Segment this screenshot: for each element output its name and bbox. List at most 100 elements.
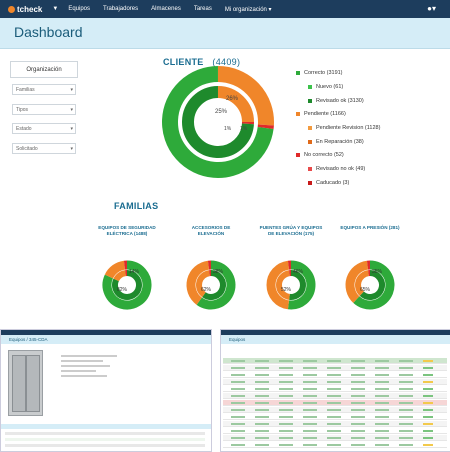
familia-outer-ring-segment — [271, 265, 288, 305]
familia-outer-ring-segment — [350, 265, 367, 299]
legend-subitem[interactable]: Revisado ok (3130) — [308, 98, 364, 104]
preview-cell — [279, 381, 293, 383]
preview-cell — [303, 423, 317, 425]
preview-cell — [231, 444, 245, 446]
preview-cell — [423, 409, 433, 411]
preview-cell — [279, 416, 293, 418]
preview-cell — [375, 430, 389, 432]
nav-item-almacenes[interactable]: Almacenes — [151, 6, 181, 13]
legend-subitem[interactable]: Pendiente Revision (1128) — [308, 125, 380, 131]
preview-cell — [327, 430, 341, 432]
preview-cell — [231, 374, 245, 376]
preview-cell — [255, 360, 269, 362]
preview-cell — [375, 437, 389, 439]
preview-cell — [327, 388, 341, 390]
familia-pct-other: 14% — [129, 269, 139, 275]
familia-outer-ring-segment — [109, 265, 125, 276]
familia-pct-main: 82% — [117, 287, 127, 293]
preview-cell — [255, 409, 269, 411]
nav-item-trabajadores[interactable]: Trabajadores — [103, 6, 138, 13]
preview-cell — [303, 437, 317, 439]
legend-item[interactable]: Pendiente (1166) — [296, 111, 346, 117]
legend-subitem[interactable]: En Reparación (38) — [308, 139, 364, 145]
nav-item-mi-organizacion[interactable]: Mi organización ▾ — [225, 6, 272, 13]
preview-cell — [399, 416, 413, 418]
preview-cell — [351, 374, 365, 376]
preview-table-row — [223, 407, 447, 413]
preview-screens: Equipos / 345-CDA Equipos — [0, 329, 450, 450]
preview-cell — [375, 402, 389, 404]
preview-cell — [327, 402, 341, 404]
familias-title: FAMILIAS — [114, 201, 158, 211]
client-donut-chart — [170, 74, 266, 170]
preview-cell — [351, 437, 365, 439]
familias-select[interactable]: Familias▾ — [12, 84, 76, 95]
preview-cell — [303, 381, 317, 383]
page-title: Dashboard — [14, 24, 83, 40]
preview-cell — [423, 423, 433, 425]
organizacion-button[interactable]: Organización — [10, 61, 78, 78]
preview-cell — [255, 388, 269, 390]
preview-cell — [423, 437, 433, 439]
legend-subitem[interactable]: Nuevo (61) — [308, 84, 343, 90]
user-icon[interactable]: ●▾ — [427, 4, 436, 13]
preview-cell — [303, 402, 317, 404]
legend-swatch — [308, 85, 312, 89]
tipos-select[interactable]: Tipos ▾ — [12, 104, 76, 115]
nav-item-tareas[interactable]: Tareas — [194, 6, 212, 13]
preview-cell — [351, 360, 365, 362]
preview-cell — [375, 381, 389, 383]
preview-cell — [327, 444, 341, 446]
preview-cell — [279, 409, 293, 411]
chevron-down-icon: ▾ — [70, 126, 73, 132]
preview-table-row — [223, 442, 447, 448]
familia-inner-ring-segment — [289, 273, 303, 297]
preview-table-row — [5, 444, 205, 447]
preview-cell — [351, 388, 365, 390]
client-inner-ring-segment — [188, 92, 248, 152]
select-label: Estado — [16, 126, 32, 132]
preview-cell — [279, 395, 293, 397]
legend-label: Revisado no ok (49) — [316, 166, 365, 172]
legend-subitem[interactable]: Revisado no ok (49) — [308, 166, 365, 172]
preview-table-row — [5, 432, 205, 435]
familia-label[interactable]: EQUIPOS DE SEGURIDAD ELÉCTRICA (1488) — [95, 225, 159, 236]
solicitado-select[interactable]: Solicitado▾ — [12, 143, 76, 154]
familia-label[interactable]: ACCESORIOS DE ELEVACIÓN — [179, 225, 243, 236]
select-label: Tipos — [16, 107, 28, 113]
preview-cell — [423, 402, 433, 404]
nav-item-equipos[interactable]: Equipos — [68, 6, 90, 13]
preview-cell — [375, 367, 389, 369]
estado-select[interactable]: Estado ▾ — [12, 123, 76, 134]
logo-text: tcheck — [17, 5, 42, 14]
familia-label[interactable]: PUENTES GRÚA Y EQUIPOS DE ELEVACIÓN (175… — [259, 225, 323, 236]
legend-label: Pendiente Revision (1128) — [316, 125, 380, 131]
preview-table-row — [223, 365, 447, 371]
app-logo[interactable]: tcheck ▼ — [8, 5, 58, 14]
preview-cell — [399, 381, 413, 383]
legend-item[interactable]: Correcto (3191) — [296, 70, 343, 76]
preview-table-row — [223, 400, 447, 406]
preview-cell — [423, 374, 433, 376]
familia-label[interactable]: EQUIPOS A PRESIÓN (281) — [338, 225, 402, 231]
preview-cell — [231, 409, 245, 411]
familia-pct-main: 65% — [360, 287, 370, 293]
top-navbar: tcheck ▼ Equipos Trabajadores Almacenes … — [0, 0, 450, 18]
preview-cell — [351, 444, 365, 446]
page-header: Dashboard — [0, 18, 450, 49]
client-total: (4409) — [212, 57, 240, 67]
preview-cell — [327, 367, 341, 369]
legend-subitem[interactable]: Caducado (3) — [308, 180, 349, 186]
client-chart-title: CLIENTE (4409) — [163, 57, 240, 67]
chevron-down-icon[interactable]: ▼ — [52, 6, 58, 12]
chevron-down-icon: ▾ — [70, 87, 73, 93]
legend-swatch — [308, 126, 312, 130]
preview-cell — [375, 374, 389, 376]
nav-item-label: Mi organización — [225, 7, 267, 13]
preview-table-row — [223, 421, 447, 427]
preview-cell — [327, 374, 341, 376]
chevron-down-icon: ▾ — [70, 107, 73, 113]
legend-item[interactable]: No correcto (52) — [296, 152, 344, 158]
preview-cell — [303, 444, 317, 446]
preview-table-row — [223, 358, 447, 364]
